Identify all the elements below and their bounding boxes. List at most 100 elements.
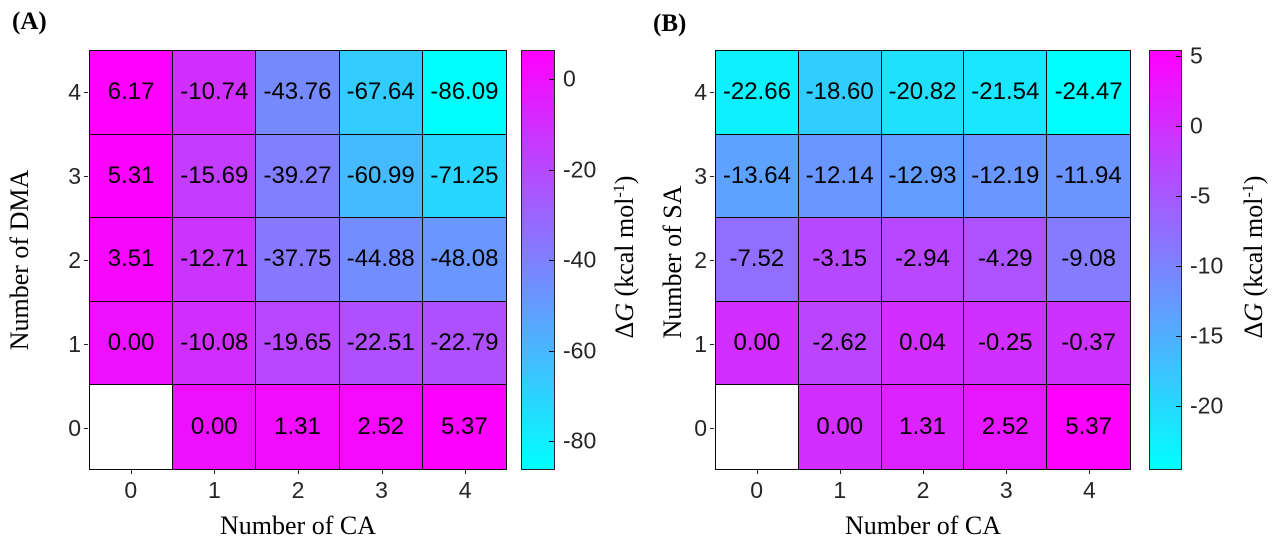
colorbar-tick-mark bbox=[549, 441, 554, 443]
colorbar-tick-mark bbox=[549, 78, 554, 80]
heatmap-cell: -22.79 bbox=[422, 301, 506, 386]
colorbar-tick-mark bbox=[1176, 266, 1181, 268]
y-tick-mark bbox=[84, 260, 88, 261]
heatmap-cell: -19.65 bbox=[256, 301, 340, 386]
heatmap-cell: -43.76 bbox=[256, 51, 340, 135]
heatmap-cell: 2.52 bbox=[964, 385, 1048, 469]
heatmap-cell: -10.08 bbox=[173, 301, 257, 386]
x-tick-label: 1 bbox=[833, 477, 847, 503]
heatmap-cell: -0.25 bbox=[964, 301, 1048, 386]
heatmap-cell: -44.88 bbox=[339, 218, 423, 302]
delta-symbol: Δ bbox=[610, 321, 639, 339]
heatmap-cell: 0.04 bbox=[881, 301, 965, 386]
heatmap-cell: -67.64 bbox=[339, 51, 423, 135]
y-tick-mark bbox=[84, 176, 88, 177]
y-tick-mark bbox=[84, 428, 88, 429]
y-tick-label: 2 bbox=[694, 246, 707, 273]
y-tick-mark bbox=[710, 344, 714, 345]
colorbar-tick-mark bbox=[1176, 336, 1181, 338]
heatmap-cell: -13.64 bbox=[716, 134, 799, 219]
heatmap-cell: 6.17 bbox=[90, 51, 174, 135]
colorbar-tick-label: -5 bbox=[1190, 182, 1211, 209]
superscript-minus-one: -1 bbox=[611, 184, 628, 198]
panel-a-xlabel: Number of CA bbox=[220, 511, 376, 540]
superscript-minus-one: -1 bbox=[1240, 184, 1257, 198]
panel-b-ytick-labels: 4 3 2 1 0 bbox=[666, 50, 707, 470]
x-tick-label: 1 bbox=[207, 477, 221, 503]
colorbar-tick-mark bbox=[1176, 406, 1181, 408]
colorbar-tick-label: -20 bbox=[563, 156, 597, 183]
panel-b-heatmap-grid: -22.66 -18.60 -20.82 -21.54 -24.47 -13.64 -12.… bbox=[715, 50, 1131, 470]
colorbar-tick-label: -10 bbox=[1190, 252, 1224, 279]
x-tick-mark bbox=[839, 470, 841, 474]
panel-b-plot: -22.66 -18.60 -20.82 -21.54 -24.47 -13.64 -12.… bbox=[710, 50, 1131, 474]
colorbar-tick-label: 5 bbox=[1190, 42, 1203, 69]
colorbar-tick-label: -15 bbox=[1190, 322, 1224, 349]
x-tick-label: 2 bbox=[916, 477, 930, 503]
heatmap-cell: -39.27 bbox=[256, 134, 340, 219]
panel-a-label: (A) bbox=[12, 8, 47, 35]
y-tick-label: 2 bbox=[68, 246, 81, 273]
x-tick-label: 0 bbox=[750, 477, 763, 503]
panel-b-colorbar: 5 0 -5 -10 -15 -20 bbox=[1149, 43, 1223, 470]
units-close-paren: ) bbox=[610, 175, 639, 185]
g-symbol: G bbox=[610, 302, 639, 322]
x-tick-mark bbox=[465, 470, 467, 474]
colorbar-tick-mark bbox=[549, 350, 554, 352]
x-tick-mark bbox=[381, 470, 383, 474]
heatmap-cell: -22.66 bbox=[716, 51, 799, 135]
heatmap-cell: -71.25 bbox=[422, 134, 506, 219]
y-tick-mark bbox=[710, 176, 714, 177]
heatmap-cell: -60.99 bbox=[339, 134, 423, 219]
x-tick-label: 2 bbox=[291, 477, 305, 503]
y-tick-mark bbox=[710, 260, 714, 261]
units-text: (kcal mol bbox=[610, 197, 639, 303]
units-text: (kcal mol bbox=[1239, 197, 1268, 303]
panel-a-plot: 6.17 -10.74 -43.76 -67.64 -86.09 5.31 -15.69 -3… bbox=[84, 50, 507, 474]
x-tick-mark bbox=[298, 470, 299, 474]
heatmap-cell-empty bbox=[716, 385, 799, 469]
heatmap-cell: -7.52 bbox=[716, 218, 799, 302]
panel-a-xtick-labels: 0 1 2 3 4 bbox=[89, 477, 507, 503]
colorbar-tick-label: 0 bbox=[1190, 112, 1203, 139]
colorbar-tick-mark bbox=[1176, 126, 1181, 128]
heatmap-cell: -37.75 bbox=[256, 218, 340, 302]
colorbar-tick-mark bbox=[549, 260, 554, 262]
heatmap-cell: 3.51 bbox=[90, 218, 174, 302]
heatmap-cell: 0.00 bbox=[90, 301, 174, 386]
x-tick-label: 0 bbox=[124, 477, 138, 503]
colorbar-tick-label: -80 bbox=[563, 427, 597, 454]
heatmap-cell: 1.31 bbox=[256, 385, 340, 469]
y-tick-mark bbox=[710, 92, 714, 93]
heatmap-cell: -12.19 bbox=[964, 134, 1048, 219]
heatmap-cell: -18.60 bbox=[798, 51, 882, 135]
x-tick-label: 4 bbox=[1083, 477, 1096, 503]
heatmap-cell: -2.94 bbox=[881, 218, 965, 302]
y-tick-label: 0 bbox=[68, 414, 81, 441]
heatmap-cell: 0.00 bbox=[716, 301, 799, 386]
heatmap-cell: -15.69 bbox=[173, 134, 257, 219]
colorbar-tick-mark bbox=[549, 169, 554, 171]
heatmap-cell: 0.00 bbox=[173, 385, 257, 469]
colorbar-tick-label: -40 bbox=[563, 246, 597, 273]
panel-a-colorbar-label: ΔG (kcal mol-1) bbox=[610, 176, 640, 339]
heatmap-cell: -22.51 bbox=[339, 301, 423, 386]
panel-a-ylabel: Number of DMA bbox=[5, 169, 34, 351]
heatmap-cell: 5.31 bbox=[90, 134, 174, 219]
y-tick-mark bbox=[84, 344, 88, 345]
heatmap-cell-empty bbox=[90, 385, 174, 469]
panel-b-label: (B) bbox=[653, 10, 687, 37]
heatmap-cell: -86.09 bbox=[422, 51, 506, 135]
heatmap-cell: -20.82 bbox=[881, 51, 965, 135]
x-tick-label: 3 bbox=[999, 477, 1013, 503]
heatmap-cell: 5.37 bbox=[1047, 385, 1130, 469]
x-tick-mark bbox=[1089, 470, 1091, 474]
colorbar-tick-mark bbox=[1176, 196, 1181, 198]
panel-b-xtick-labels: 0 1 2 3 4 bbox=[715, 477, 1131, 503]
heatmap-cell: 2.52 bbox=[339, 385, 423, 469]
heatmap-cell: -2.62 bbox=[798, 301, 882, 386]
heatmap-cell: -9.08 bbox=[1047, 218, 1130, 302]
colorbar-tick-mark bbox=[1176, 56, 1181, 58]
heatmap-cell: 0.00 bbox=[798, 385, 882, 469]
